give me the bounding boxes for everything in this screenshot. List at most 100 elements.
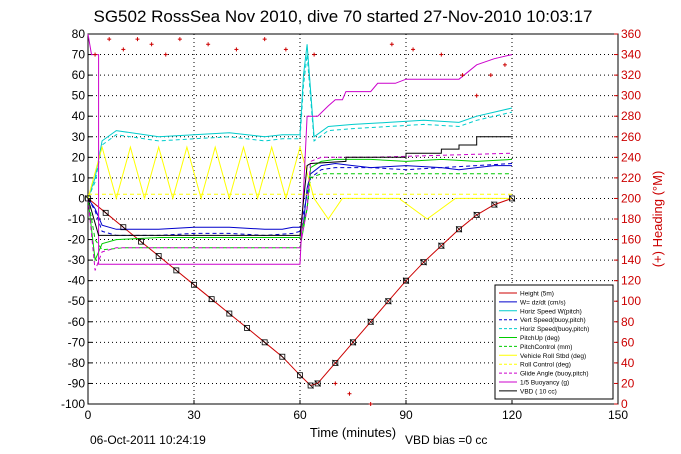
depth-marker — [297, 372, 303, 379]
legend-label: Height (5m) — [520, 291, 554, 298]
right-tick-label: 320 — [621, 68, 641, 82]
depth-marker-cross — [173, 267, 180, 274]
right-tick-label: 200 — [621, 191, 641, 205]
legend-label: Horiz Speed(buoy,pitch) — [520, 326, 589, 333]
depth-marker-cross — [243, 324, 251, 332]
right-tick-label: 60 — [621, 335, 635, 349]
legend-label: VBD ( 10 cc) — [520, 388, 557, 395]
right-tick-label: 260 — [621, 130, 641, 144]
left-tick-label: 40 — [72, 109, 86, 123]
depth-marker-cross — [402, 277, 410, 284]
depth-marker — [226, 310, 233, 317]
right-tick-label: 100 — [621, 294, 641, 308]
heading-points — [93, 37, 507, 406]
depth-marker-cross — [420, 258, 427, 266]
right-tick-label: 220 — [621, 171, 641, 185]
depth-marker — [438, 242, 445, 249]
depth-marker — [350, 339, 356, 346]
series-line — [87, 152, 513, 271]
depth-marker — [403, 277, 409, 284]
depth-marker — [491, 201, 498, 208]
depth-marker-cross — [455, 225, 463, 233]
legend-label: PitchControl (mm) — [520, 344, 572, 351]
right-tick-label: 40 — [621, 356, 635, 370]
depth-marker — [191, 281, 197, 288]
left-tick-label: -10 — [68, 212, 86, 226]
legend-label: Vert Speed(buoy,pitch) — [520, 317, 586, 324]
depth-marker-cross — [279, 353, 286, 361]
right-axis-label: (+) Heading (°M) — [650, 171, 665, 268]
x-axis-label: Time (minutes) — [310, 425, 396, 440]
right-tick-label: 120 — [621, 274, 641, 288]
left-tick-label: 60 — [72, 68, 86, 82]
left-tick-label: 0 — [78, 191, 85, 205]
series-line — [87, 197, 513, 387]
right-tick-label: 180 — [621, 212, 641, 226]
legend-label: W= dz/dt (cm/s) — [520, 299, 566, 306]
depth-markers — [84, 195, 516, 389]
depth-marker-cross — [84, 195, 92, 202]
series-line — [87, 136, 512, 236]
depth-marker-cross — [296, 371, 304, 379]
depth-marker-cross — [314, 380, 321, 387]
x-tick-label: 30 — [187, 408, 201, 422]
x-tick-label: 120 — [502, 408, 522, 422]
depth-marker-cross — [332, 359, 339, 367]
legend-label: Roll Control (deg) — [520, 362, 571, 369]
depth-marker-cross — [208, 295, 215, 303]
vbd-bias-footer: VBD bias =0 cc — [405, 433, 487, 447]
depth-marker — [155, 253, 162, 259]
depth-marker — [85, 195, 91, 202]
x-tick-label: 60 — [293, 408, 307, 422]
depth-marker-cross — [120, 223, 127, 231]
depth-marker-cross — [508, 195, 516, 202]
depth-marker-cross — [367, 318, 374, 326]
depth-marker-cross — [349, 339, 357, 346]
series-line — [87, 54, 513, 199]
left-tick-label: -30 — [68, 253, 86, 267]
left-tick-label: -60 — [68, 315, 86, 329]
depth-marker-cross — [438, 242, 445, 250]
left-tick-label: 20 — [72, 150, 86, 164]
chart-title: SG502 RossSea Nov 2010, dive 70 started … — [94, 7, 593, 26]
right-tick-label: 160 — [621, 233, 641, 247]
left-tick-label: 70 — [72, 48, 86, 62]
depth-marker-cross — [155, 252, 162, 260]
depth-marker — [420, 259, 427, 266]
depth-marker — [279, 353, 286, 360]
depth-marker-cross — [137, 238, 145, 245]
right-tick-label: 140 — [621, 253, 641, 267]
depth-marker — [208, 296, 215, 303]
right-tick-label: 280 — [621, 109, 641, 123]
depth-marker — [102, 209, 109, 216]
legend-label: PitchUp (deg) — [520, 335, 560, 342]
series-line — [87, 44, 513, 199]
depth-marker-cross — [307, 382, 314, 389]
right-tick-label: 360 — [621, 27, 641, 41]
depth-marker — [307, 382, 314, 389]
legend-box — [494, 284, 614, 400]
left-tick-label: -50 — [68, 294, 86, 308]
left-tick-label: -100 — [61, 397, 85, 411]
left-tick-label: -40 — [68, 274, 86, 288]
left-tick-label: -70 — [68, 335, 86, 349]
depth-marker — [120, 224, 127, 231]
depth-marker-cross — [226, 310, 233, 317]
left-tick-label: -80 — [68, 356, 86, 370]
depth-marker — [261, 339, 268, 346]
depth-marker-cross — [102, 209, 109, 217]
legend-label: Horiz Speed W(pitch) — [520, 308, 582, 315]
right-tick-label: 20 — [621, 376, 635, 390]
x-tick-label: 90 — [399, 408, 413, 422]
depth-marker — [244, 325, 250, 331]
series-lines — [87, 33, 513, 387]
depth-marker — [473, 211, 480, 218]
depth-marker — [456, 226, 462, 233]
depth-marker — [367, 318, 374, 325]
right-tick-label: 240 — [621, 150, 641, 164]
depth-marker — [138, 238, 144, 245]
right-axis-ticks: 0 20 40 60 80 100 120 140 160 180 200 220 240 260 280 3… — [614, 27, 641, 411]
series-line — [87, 33, 513, 265]
depth-marker-cross — [491, 201, 498, 208]
